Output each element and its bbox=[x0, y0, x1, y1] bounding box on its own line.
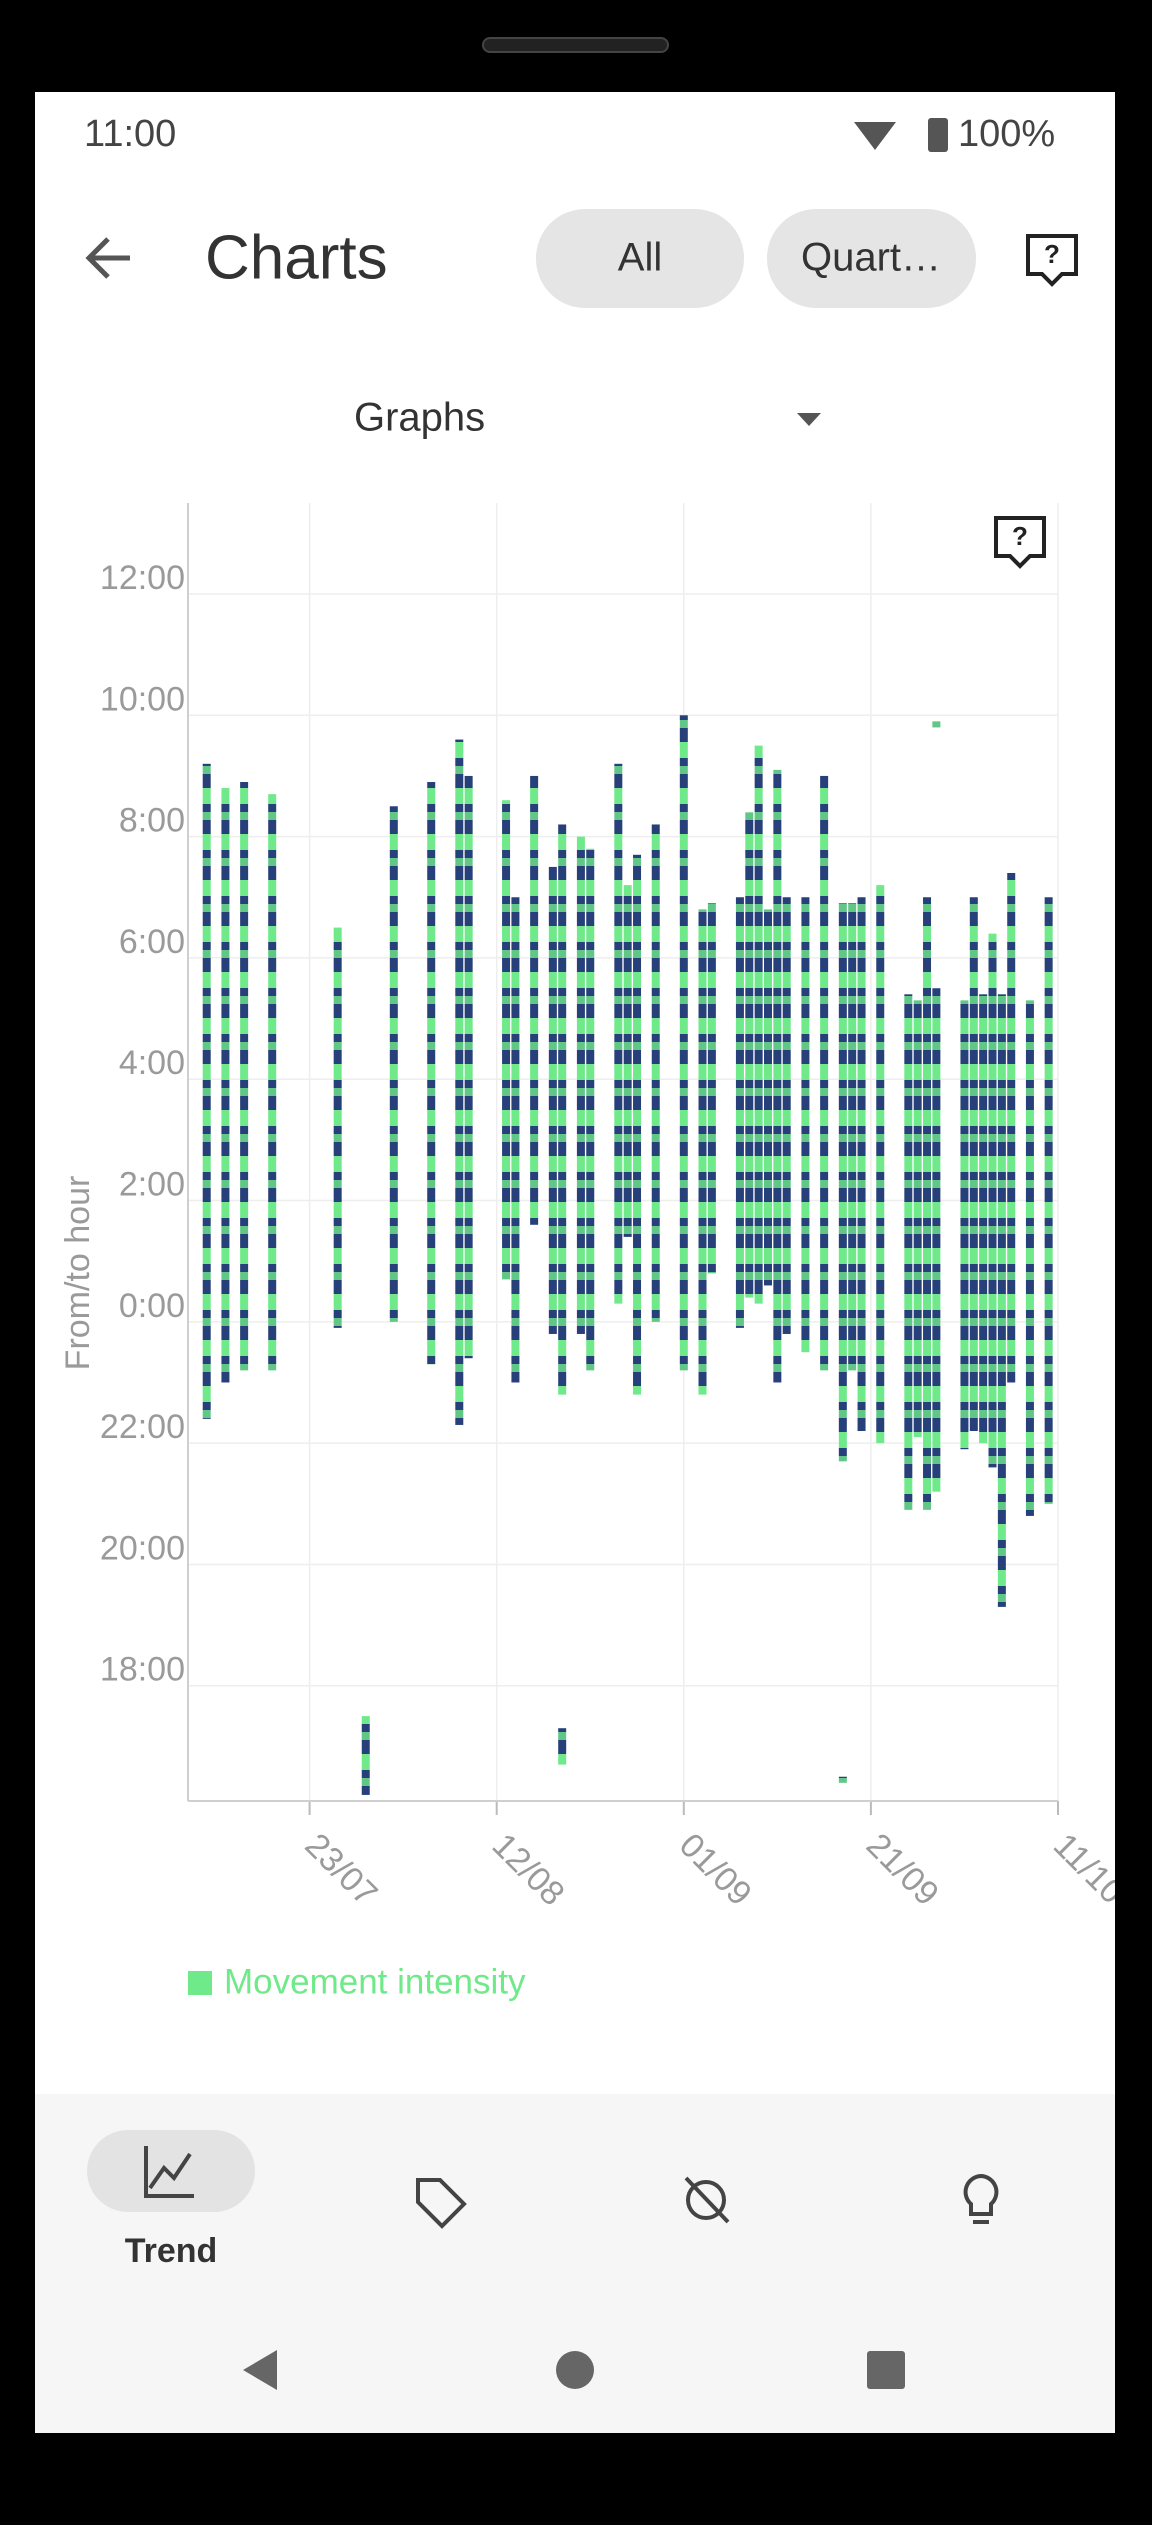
range-bar bbox=[389, 806, 398, 1322]
svg-text:?: ? bbox=[1044, 239, 1060, 269]
filter-pill[interactable] bbox=[536, 209, 744, 308]
battery-icon bbox=[928, 118, 948, 152]
range-bar bbox=[801, 897, 810, 1353]
range-bar bbox=[764, 909, 772, 1286]
range-bar bbox=[745, 812, 754, 1298]
range-bar bbox=[1025, 1000, 1034, 1516]
wifi-icon bbox=[854, 122, 896, 150]
nav-active-pill[interactable] bbox=[87, 2130, 255, 2212]
back-button[interactable] bbox=[85, 237, 130, 279]
range-bar bbox=[848, 903, 857, 1371]
status-time: 11:00 bbox=[84, 113, 176, 155]
trend-icon[interactable] bbox=[144, 2146, 194, 2198]
y-tick-label: 0:00 bbox=[119, 1287, 185, 1325]
range-bar bbox=[586, 848, 595, 1371]
y-tick-label: 18:00 bbox=[100, 1651, 185, 1689]
range-bar bbox=[969, 897, 978, 1432]
nav-trend-label[interactable]: Trend bbox=[125, 2232, 218, 2270]
range-bar bbox=[502, 800, 511, 1280]
range-bar bbox=[651, 824, 660, 1322]
range-bar bbox=[202, 763, 211, 1419]
range-bar bbox=[838, 1776, 847, 1783]
y-tick-label: 4:00 bbox=[119, 1044, 185, 1082]
range-bar bbox=[997, 994, 1006, 1607]
help-icon[interactable]: ? bbox=[1026, 234, 1078, 287]
graph-selector[interactable]: Graphs bbox=[354, 396, 485, 440]
range-bar bbox=[614, 763, 623, 1304]
dropdown-arrow[interactable] bbox=[797, 413, 821, 426]
range-bar bbox=[221, 788, 230, 1383]
range-bar bbox=[754, 745, 763, 1304]
system-recents[interactable] bbox=[867, 2351, 905, 2389]
system-back[interactable] bbox=[243, 2350, 277, 2390]
y-tick-label: 8:00 bbox=[119, 802, 185, 840]
range-bar bbox=[558, 824, 567, 1395]
status-battery: 100% bbox=[958, 113, 1055, 155]
y-tick-label: 12:00 bbox=[100, 559, 185, 597]
mood-icon[interactable] bbox=[686, 2180, 726, 2220]
y-tick-label: 6:00 bbox=[119, 923, 185, 961]
svg-text:?: ? bbox=[1012, 521, 1028, 551]
tag-icon[interactable] bbox=[416, 2178, 467, 2229]
range-bar bbox=[707, 903, 716, 1274]
range-bar bbox=[464, 775, 473, 1359]
speaker bbox=[482, 37, 669, 53]
range-bar bbox=[511, 897, 520, 1383]
page-title: Charts bbox=[205, 223, 388, 292]
range-bar bbox=[904, 994, 913, 1510]
range-bar bbox=[623, 885, 632, 1237]
range-bar bbox=[698, 909, 707, 1395]
range-bar bbox=[932, 721, 941, 728]
legend-swatch bbox=[188, 1971, 212, 1995]
range-bar bbox=[782, 897, 791, 1334]
range-bar bbox=[857, 897, 866, 1432]
range-bar bbox=[633, 854, 642, 1395]
range-bar bbox=[979, 994, 988, 1444]
range-bar bbox=[679, 715, 688, 1371]
range-bar bbox=[576, 836, 585, 1334]
mood-icon-slash[interactable] bbox=[684, 2176, 730, 2224]
range-bar bbox=[988, 933, 997, 1468]
range-bar bbox=[876, 885, 885, 1444]
range-bar bbox=[838, 903, 847, 1462]
range-bar bbox=[913, 1000, 922, 1438]
chart-help-icon[interactable]: ? bbox=[994, 516, 1046, 569]
range-bar bbox=[1044, 897, 1053, 1504]
filter-pill[interactable] bbox=[767, 209, 976, 308]
y-axis-label: From/to hour bbox=[59, 1176, 97, 1371]
range-bar bbox=[240, 782, 249, 1371]
range-bar bbox=[960, 1000, 969, 1450]
legend-label: Movement intensity bbox=[224, 1962, 526, 2001]
system-home[interactable] bbox=[556, 2351, 594, 2389]
range-bar bbox=[548, 866, 557, 1334]
range-bar bbox=[530, 775, 539, 1225]
range-bar bbox=[735, 897, 744, 1328]
y-tick-label: 22:00 bbox=[100, 1408, 185, 1446]
y-tick-label: 20:00 bbox=[100, 1529, 185, 1567]
range-bar bbox=[1007, 872, 1016, 1383]
range-bar bbox=[427, 782, 436, 1365]
filter-period[interactable]: Quart… bbox=[801, 236, 941, 280]
range-bar bbox=[773, 769, 782, 1383]
filter-all[interactable]: All bbox=[618, 236, 662, 280]
screen-bg bbox=[35, 92, 1115, 2433]
range-bar bbox=[923, 897, 932, 1510]
range-bar bbox=[361, 1716, 370, 1795]
range-bar bbox=[333, 927, 342, 1328]
range-bar bbox=[820, 775, 829, 1371]
range-bar bbox=[268, 794, 277, 1371]
idea-icon[interactable] bbox=[963, 2173, 999, 2224]
range-bar bbox=[455, 739, 464, 1425]
y-tick-label: 10:00 bbox=[100, 680, 185, 718]
range-bar bbox=[932, 988, 941, 1492]
y-tick-label: 2:00 bbox=[119, 1166, 185, 1204]
range-bar bbox=[558, 1728, 567, 1765]
